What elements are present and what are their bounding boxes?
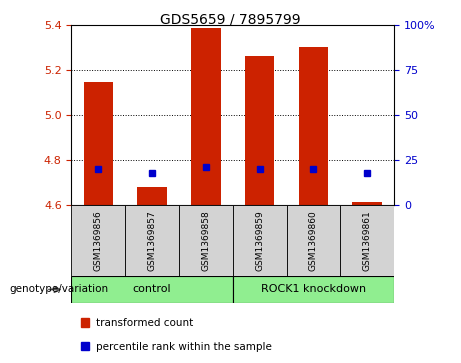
Text: GSM1369857: GSM1369857 (148, 210, 157, 271)
Bar (81, 318, 89, 327)
Bar (125, 205, 179, 276)
Text: GSM1369861: GSM1369861 (363, 210, 372, 271)
Bar (299, 47, 328, 205)
Bar (83, 82, 113, 205)
Text: genotype/variation: genotype/variation (9, 285, 108, 294)
Text: GDS5659 / 7895799: GDS5659 / 7895799 (160, 13, 301, 27)
Bar (137, 187, 167, 205)
Bar (71, 276, 233, 303)
Bar (340, 205, 394, 276)
Bar (233, 205, 287, 276)
Text: transformed count: transformed count (96, 318, 193, 329)
Bar (179, 205, 233, 276)
Bar (233, 276, 394, 303)
Bar (191, 28, 221, 205)
Bar (245, 56, 274, 205)
Bar (81, 342, 89, 350)
Bar (287, 205, 340, 276)
Bar (353, 202, 382, 205)
Text: GSM1369856: GSM1369856 (94, 210, 103, 271)
Text: percentile rank within the sample: percentile rank within the sample (96, 342, 272, 352)
Text: GSM1369858: GSM1369858 (201, 210, 210, 271)
Bar (71, 205, 125, 276)
Text: GSM1369859: GSM1369859 (255, 210, 264, 271)
Text: control: control (133, 285, 171, 294)
Text: ROCK1 knockdown: ROCK1 knockdown (261, 285, 366, 294)
Text: GSM1369860: GSM1369860 (309, 210, 318, 271)
